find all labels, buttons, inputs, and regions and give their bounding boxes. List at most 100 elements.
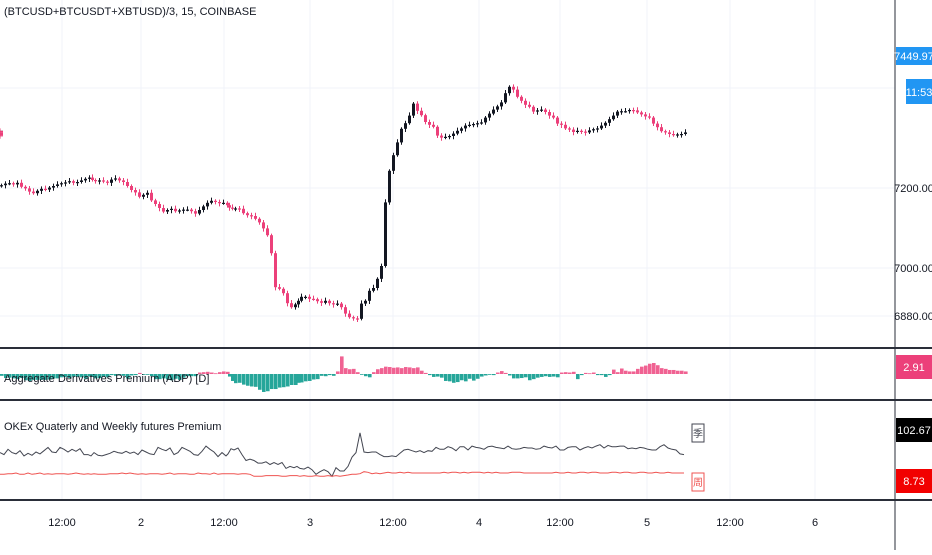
adp-histogram (0, 356, 688, 392)
adp-bar (190, 374, 194, 377)
adp-bar (186, 374, 190, 377)
adp-bar (580, 374, 584, 376)
candle-body (428, 122, 431, 125)
candle-body (274, 253, 277, 288)
candle-body (130, 186, 133, 190)
candle-body (110, 179, 113, 183)
adp-bar (150, 374, 154, 377)
adp-bar (286, 374, 290, 387)
price-pane[interactable] (0, 84, 687, 322)
countdown-badge: 11:53 (906, 79, 932, 104)
adp-bar (246, 374, 250, 386)
candle-body (76, 182, 79, 184)
candle-body (592, 129, 595, 131)
candle-body (360, 303, 363, 319)
candle-body (56, 184, 59, 186)
candle-body (222, 202, 225, 204)
candle-body (440, 135, 443, 138)
candle-body (388, 170, 391, 203)
candle-body (548, 112, 551, 116)
adp-bar (552, 374, 556, 377)
adp-bar (660, 368, 664, 374)
candle-body (32, 191, 35, 194)
adp-bar (460, 374, 464, 381)
candle-body (508, 86, 511, 94)
adp-bar (540, 374, 544, 377)
candle-body (444, 136, 447, 138)
candle-body (134, 190, 137, 193)
adp-bar (106, 374, 110, 378)
adp-bar (262, 374, 266, 392)
candle-body (238, 208, 241, 210)
candle-body (304, 296, 307, 298)
price-axis[interactable]: 6880.00 7000.00 7200.00 (894, 183, 932, 323)
candle-body (452, 133, 455, 136)
time-axis-label: 2 (138, 517, 144, 529)
okex-pane[interactable] (0, 432, 685, 478)
candle-body (154, 200, 157, 204)
candle-body (250, 215, 253, 217)
adp-bar (80, 374, 84, 378)
candle-body (432, 124, 435, 127)
candle-body (242, 208, 245, 214)
candle-body (476, 123, 479, 125)
candle-body (532, 106, 535, 112)
adp-bar (456, 374, 460, 383)
time-axis[interactable]: 12:00 2 12:00 3 12:00 4 12:00 5 12:00 6 (48, 517, 818, 529)
adp-bar (324, 374, 328, 377)
candle-body (88, 177, 91, 179)
adp-bar (68, 374, 72, 379)
time-axis-label: 4 (476, 517, 482, 529)
adp-pane[interactable] (0, 356, 688, 392)
adp-bar (44, 374, 48, 380)
candle-body (278, 287, 281, 289)
adp-bar (218, 372, 222, 374)
candle-body (544, 109, 547, 112)
adp-bar (158, 374, 162, 380)
candle-body (254, 216, 257, 219)
adp-bar (656, 365, 660, 374)
candle-body (448, 136, 451, 138)
adp-bar (416, 367, 420, 374)
adp-bar (404, 367, 408, 374)
candle-body (560, 123, 563, 125)
candle-body (364, 300, 367, 304)
candle-body (540, 109, 543, 111)
adp-bar (628, 371, 632, 374)
candle-body (468, 124, 471, 126)
adp-bar (384, 366, 388, 374)
weekly-value: 8.73 (903, 476, 924, 488)
candle-body (0, 185, 3, 187)
price-axis-label: 7200.00 (894, 183, 932, 195)
adp-bar (620, 368, 624, 374)
adp-bar (231, 374, 235, 381)
adp-bar (344, 368, 348, 374)
candle-body (480, 122, 483, 124)
time-axis-label: 12:00 (48, 517, 76, 529)
adp-bar (520, 374, 524, 379)
candle-body (656, 123, 659, 128)
adp-bar (270, 374, 274, 390)
candle-body (158, 204, 161, 208)
grid (0, 0, 895, 500)
adp-bar (380, 368, 384, 374)
quarterly-value: 102.67 (897, 425, 931, 437)
candle-body (568, 128, 571, 130)
candle-body (392, 155, 395, 171)
adp-bar (8, 374, 12, 378)
adp-bar (16, 374, 20, 380)
candle-body (320, 301, 323, 303)
adp-bar (464, 374, 468, 382)
adp-bar (254, 374, 258, 387)
weekly-value-badge: 8.73 (896, 469, 932, 493)
candle-body (640, 112, 643, 115)
candle-body (266, 228, 269, 236)
adp-bar (588, 373, 592, 375)
candle-body (352, 317, 355, 319)
adp-bar (432, 374, 436, 377)
adp-bar (274, 374, 278, 390)
adp-bar (612, 369, 616, 374)
candle-body (648, 116, 651, 118)
candle-body (182, 209, 185, 211)
